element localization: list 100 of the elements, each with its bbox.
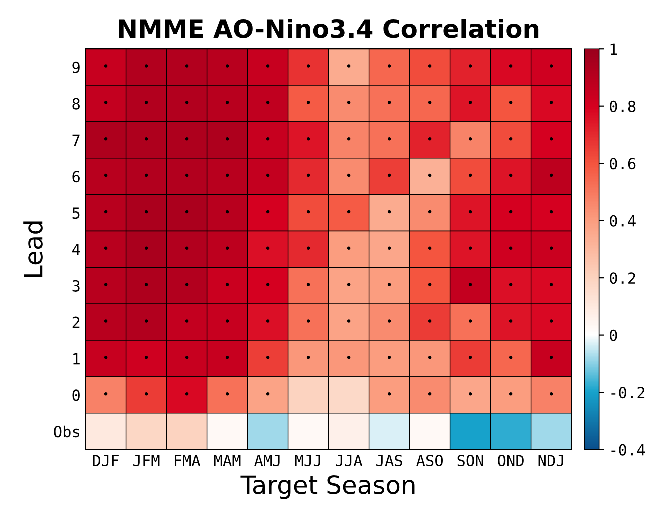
data-label: • — [550, 392, 554, 396]
color-bar-label: -0.2 — [612, 387, 645, 399]
x-tick-label: JFM — [134, 455, 160, 467]
data-label: • — [266, 392, 270, 396]
color-bar-label: 0.4 — [610, 215, 636, 227]
data-label: • — [226, 174, 230, 178]
data-label: • — [226, 392, 230, 396]
data-label: • — [306, 64, 310, 68]
data-label: • — [266, 174, 270, 178]
data-label: • — [347, 356, 351, 360]
data-label: • — [104, 246, 108, 250]
y-tick-label: 8 — [72, 98, 80, 110]
data-label: • — [428, 101, 432, 104]
data-label: • — [185, 64, 189, 68]
data-label: • — [306, 283, 310, 286]
color-bar-label: 0 — [610, 330, 618, 342]
data-label: • — [144, 356, 148, 360]
data-label: • — [509, 356, 513, 360]
data-label: • — [388, 356, 392, 360]
data-label: • — [468, 320, 472, 323]
x-tick-label: DJF — [93, 455, 119, 467]
data-label: • — [468, 174, 472, 178]
data-label: • — [347, 283, 351, 286]
data-label: • — [388, 320, 392, 323]
data-label: • — [104, 320, 108, 323]
data-label: • — [428, 246, 432, 250]
data-label: • — [428, 138, 432, 141]
data-label: • — [226, 101, 230, 104]
data-label: • — [388, 174, 392, 178]
data-label: • — [266, 101, 270, 104]
data-label: • — [388, 392, 392, 396]
data-label: • — [550, 283, 554, 286]
data-label: • — [428, 174, 432, 178]
data-label: • — [104, 138, 108, 141]
data-label: • — [468, 392, 472, 396]
data-label: • — [347, 138, 351, 141]
x-tick-label: AMJ — [254, 455, 280, 467]
data-label: • — [104, 101, 108, 104]
data-label: • — [468, 356, 472, 360]
data-label: • — [509, 174, 513, 178]
data-label: • — [144, 101, 148, 104]
color-bar-label: 1 — [610, 44, 618, 55]
data-label: • — [509, 64, 513, 68]
data-label: • — [306, 138, 310, 141]
data-label: • — [185, 392, 189, 396]
data-label: • — [347, 210, 351, 214]
y-axis-title: Lead — [24, 222, 43, 278]
data-label: • — [550, 320, 554, 323]
data-label: • — [428, 210, 432, 214]
data-label: • — [306, 101, 310, 104]
x-tick-label: SON — [458, 455, 484, 467]
data-label: • — [306, 320, 310, 323]
x-tick-label: MAM — [214, 455, 241, 466]
color-bar-label: -0.4 — [612, 444, 646, 456]
data-label: • — [428, 320, 432, 323]
data-label: • — [550, 210, 554, 214]
data-label: • — [468, 283, 472, 286]
color-bar-label: 0.2 — [610, 272, 636, 284]
data-label: • — [509, 283, 513, 286]
data-label: • — [550, 138, 554, 141]
data-label: • — [428, 283, 432, 286]
data-label: • — [104, 64, 108, 68]
data-label: • — [226, 320, 230, 323]
data-label: • — [144, 283, 148, 286]
y-tick-label: 4 — [72, 244, 80, 256]
data-label: • — [266, 246, 270, 250]
data-label: • — [144, 64, 148, 68]
data-label: • — [144, 138, 148, 141]
data-label: • — [104, 392, 108, 396]
data-label: • — [306, 210, 310, 214]
data-label: • — [428, 356, 432, 360]
x-tick-label: NDJ — [538, 455, 564, 467]
data-label: • — [509, 392, 513, 396]
data-label: • — [104, 174, 108, 178]
data-label: • — [388, 283, 392, 286]
data-label: • — [468, 101, 472, 104]
color-bar-label: 0.8 — [610, 100, 636, 112]
data-label: • — [185, 101, 189, 104]
data-label: • — [185, 174, 189, 178]
y-tick-label: 9 — [72, 62, 80, 74]
data-label: • — [468, 138, 472, 141]
y-tick-label: 7 — [72, 134, 80, 146]
data-label: • — [550, 64, 554, 68]
data-label: • — [550, 174, 554, 178]
data-label: • — [144, 246, 148, 250]
x-tick-label: ASO — [416, 455, 443, 467]
data-label: • — [468, 210, 472, 214]
chart-title: NMME AO-Nino3.4 Correlation — [119, 19, 539, 38]
data-label: • — [104, 283, 108, 286]
data-label: • — [185, 283, 189, 286]
x-axis-title: Target Season — [240, 476, 415, 500]
data-label: • — [266, 356, 270, 360]
x-tick-label: MJJ — [295, 455, 320, 467]
y-tick-label: 0 — [72, 390, 80, 402]
data-label: • — [347, 174, 351, 178]
data-label: • — [226, 356, 230, 360]
y-tick-label: 5 — [72, 208, 80, 220]
data-label: • — [428, 392, 432, 396]
data-label: • — [306, 174, 310, 178]
data-label: • — [266, 64, 270, 68]
